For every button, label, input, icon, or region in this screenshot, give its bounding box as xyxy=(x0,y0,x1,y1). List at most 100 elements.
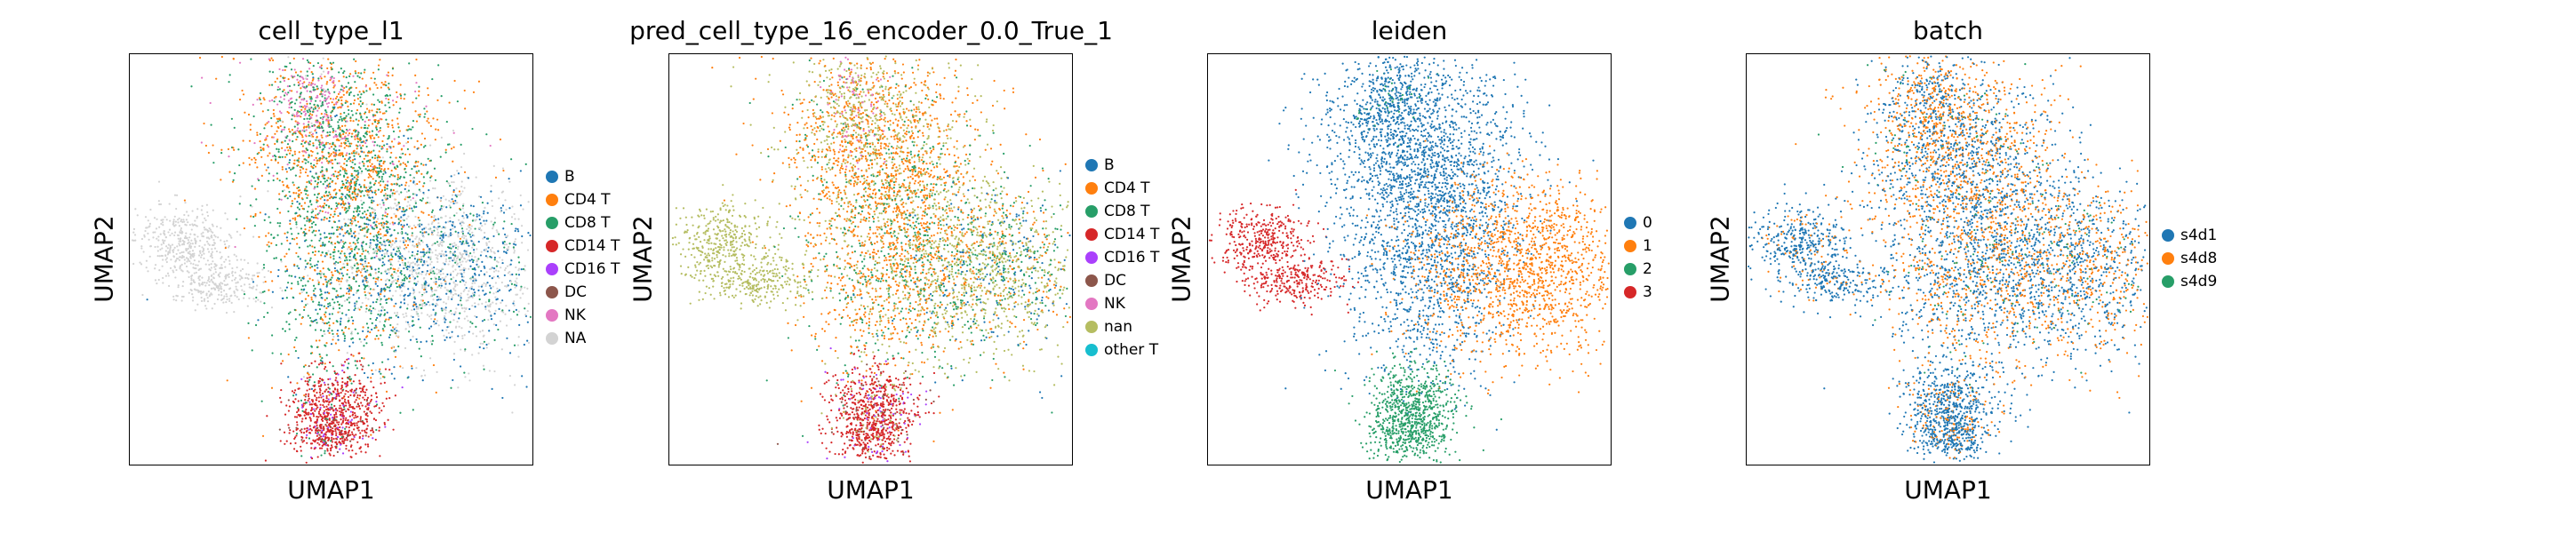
data-point xyxy=(207,243,210,245)
data-point xyxy=(213,247,217,250)
data-point xyxy=(132,231,135,234)
data-point xyxy=(209,101,212,105)
data-point xyxy=(208,237,211,240)
data-point xyxy=(179,231,181,235)
data-point xyxy=(185,249,188,252)
data-point xyxy=(314,165,317,168)
data-point xyxy=(256,284,259,287)
data-point xyxy=(300,87,302,90)
data-point xyxy=(261,268,264,271)
data-point xyxy=(188,275,190,279)
data-point xyxy=(212,273,215,275)
data-point xyxy=(388,88,390,91)
data-point xyxy=(198,267,201,271)
data-point xyxy=(182,280,185,283)
data-point xyxy=(260,102,262,105)
data-point xyxy=(230,236,233,239)
data-point xyxy=(183,220,186,223)
data-point xyxy=(241,289,244,291)
data-point xyxy=(219,251,221,254)
data-point xyxy=(383,112,386,115)
data-point xyxy=(281,290,284,292)
data-point xyxy=(228,298,231,300)
data-point xyxy=(212,287,215,290)
data-point xyxy=(228,263,231,266)
data-point xyxy=(272,174,275,178)
data-point xyxy=(196,235,199,238)
data-point xyxy=(205,307,208,310)
data-point xyxy=(162,219,164,221)
data-point xyxy=(252,274,254,277)
data-point xyxy=(201,281,204,284)
data-point xyxy=(194,219,196,222)
data-point xyxy=(331,163,334,165)
data-point xyxy=(354,216,356,219)
data-point xyxy=(163,230,165,233)
data-point xyxy=(349,73,352,76)
data-point xyxy=(429,124,432,127)
data-point xyxy=(311,150,314,154)
data-point xyxy=(248,156,251,159)
data-point xyxy=(233,278,236,281)
data-point xyxy=(260,147,262,149)
data-point xyxy=(224,212,227,215)
data-point xyxy=(175,252,178,256)
data-point xyxy=(193,252,196,255)
data-point xyxy=(187,259,189,261)
data-point xyxy=(452,146,455,148)
data-point xyxy=(274,80,276,84)
data-point xyxy=(172,298,175,301)
data-point xyxy=(252,274,256,277)
data-point xyxy=(162,282,164,284)
data-point xyxy=(256,272,259,274)
data-point xyxy=(404,198,406,201)
data-point xyxy=(206,211,209,214)
data-point xyxy=(133,234,137,236)
data-point xyxy=(214,268,217,271)
data-point xyxy=(202,249,205,251)
data-point xyxy=(452,160,454,163)
data-point xyxy=(228,259,231,262)
data-point xyxy=(281,180,284,183)
data-point xyxy=(140,247,143,250)
data-point xyxy=(183,213,186,217)
data-point xyxy=(228,273,230,275)
data-point xyxy=(160,254,163,258)
data-point xyxy=(140,263,143,266)
data-point xyxy=(363,157,365,160)
data-point xyxy=(301,136,304,139)
data-point xyxy=(173,225,176,227)
data-point xyxy=(263,275,266,279)
scatter-points xyxy=(131,55,532,464)
data-point xyxy=(415,58,418,61)
data-point xyxy=(204,305,207,307)
data-point xyxy=(254,300,257,303)
data-point xyxy=(208,281,211,283)
data-point xyxy=(220,152,223,155)
data-point xyxy=(178,217,180,219)
data-point xyxy=(387,180,389,183)
data-point xyxy=(308,252,310,255)
data-point xyxy=(228,275,230,279)
data-point xyxy=(276,77,279,80)
data-point xyxy=(385,97,388,99)
data-point xyxy=(377,230,380,233)
data-point xyxy=(163,233,166,235)
data-point xyxy=(248,282,251,286)
data-point xyxy=(248,297,251,299)
data-point xyxy=(214,271,217,274)
data-point xyxy=(146,227,148,229)
data-point xyxy=(316,183,319,186)
data-point xyxy=(188,252,191,255)
data-point xyxy=(252,285,255,288)
data-point xyxy=(285,171,289,173)
data-point xyxy=(226,239,228,243)
data-point xyxy=(343,157,347,161)
data-point xyxy=(225,311,228,314)
data-point xyxy=(208,283,211,287)
data-point xyxy=(268,84,271,86)
data-point xyxy=(207,279,210,282)
data-point xyxy=(243,297,245,299)
data-point xyxy=(231,279,234,282)
data-point xyxy=(278,211,282,214)
